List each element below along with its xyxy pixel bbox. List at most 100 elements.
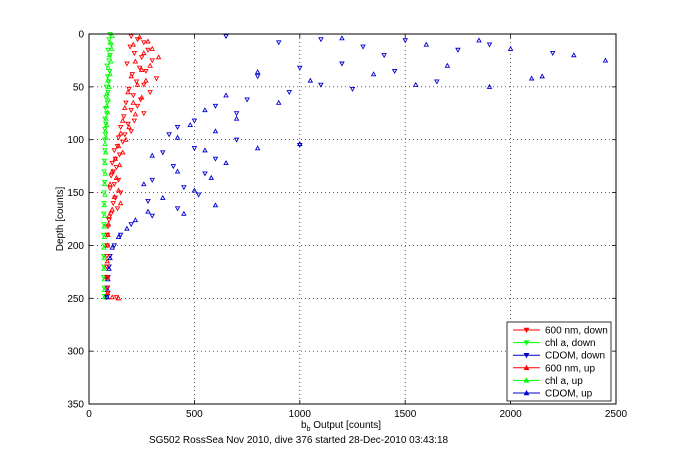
data-point — [539, 73, 545, 79]
data-point — [507, 45, 514, 51]
data-point — [109, 33, 115, 39]
data-point — [104, 74, 111, 80]
data-point — [181, 185, 187, 191]
data-point — [128, 222, 134, 228]
data-point — [174, 206, 181, 212]
data-point — [126, 124, 132, 130]
data-point — [115, 177, 122, 183]
data-point — [125, 89, 131, 95]
data-point — [134, 103, 141, 109]
data-point — [101, 212, 108, 218]
x-tick-label: 2500 — [605, 409, 628, 420]
chart-caption: SG502 RossSea Nov 2010, dive 376 started… — [149, 435, 449, 446]
data-point — [102, 116, 108, 122]
data-point — [339, 61, 345, 67]
data-point — [107, 255, 113, 261]
legend-marker — [523, 352, 530, 359]
data-point — [101, 265, 107, 271]
data-point — [117, 130, 124, 136]
data-point — [125, 121, 131, 127]
data-point — [111, 243, 118, 249]
data-point — [145, 47, 151, 53]
data-point — [130, 93, 137, 99]
data-point — [104, 290, 111, 296]
data-point — [123, 100, 129, 106]
data-point — [155, 54, 162, 60]
data-point — [339, 35, 345, 41]
y-tick-label: 50 — [73, 82, 85, 93]
legend-marker — [523, 389, 530, 396]
data-point — [191, 146, 198, 152]
data-point — [107, 53, 113, 59]
data-point — [105, 96, 112, 102]
data-point — [136, 65, 143, 71]
data-point — [117, 124, 124, 130]
data-point — [101, 179, 108, 185]
data-point — [138, 94, 145, 100]
data-point — [153, 76, 160, 82]
data-point — [119, 139, 126, 145]
legend-label: 600 nm, up — [545, 363, 595, 374]
data-point — [195, 192, 202, 198]
data-point — [116, 162, 123, 168]
data-point — [128, 34, 134, 40]
data-point — [124, 225, 130, 231]
data-point — [141, 82, 147, 88]
data-point — [106, 265, 112, 271]
data-point — [111, 193, 118, 199]
data-point — [107, 181, 113, 187]
data-point — [117, 200, 124, 206]
data-point — [233, 137, 240, 143]
data-point — [444, 62, 451, 68]
x-tick-label: 2000 — [499, 409, 522, 420]
data-point — [131, 118, 138, 124]
y-tick-label: 150 — [67, 188, 84, 199]
data-point — [104, 109, 111, 115]
y-tick-label: 100 — [67, 135, 84, 146]
series-down_cdom — [104, 34, 556, 301]
data-point — [103, 95, 109, 101]
data-point — [109, 206, 115, 212]
data-point — [107, 186, 113, 192]
data-point — [134, 81, 141, 87]
data-point — [108, 211, 114, 217]
data-point — [233, 115, 240, 121]
data-point — [113, 165, 120, 171]
data-point — [101, 264, 107, 270]
data-point — [122, 105, 128, 111]
data-point — [104, 285, 110, 291]
legend-marker — [523, 327, 530, 334]
y-tick-label: 350 — [67, 400, 84, 411]
data-point — [223, 34, 229, 40]
data-point — [117, 232, 124, 238]
legend-label: 600 nm, down — [545, 326, 608, 337]
data-point — [101, 202, 108, 208]
data-point — [349, 86, 356, 92]
data-point — [147, 62, 153, 68]
data-point — [133, 79, 140, 85]
data-point — [104, 90, 110, 96]
data-point — [434, 79, 440, 85]
data-point — [187, 121, 193, 127]
data-point — [119, 117, 126, 123]
data-point — [212, 202, 219, 208]
axis-ticks: 0 500 1000 1500 2000 2500 0 50 100 150 200 250 300 35… — [67, 30, 627, 421]
data-point — [254, 145, 261, 151]
data-point — [212, 128, 219, 134]
legend-box — [506, 321, 612, 402]
data-point — [297, 141, 303, 146]
legend-label: chl a, up — [545, 376, 583, 387]
data-point — [102, 170, 108, 176]
data-point — [132, 58, 139, 64]
data-point — [101, 255, 107, 261]
legend-label: CDOM, up — [545, 389, 593, 400]
data-point — [208, 174, 215, 180]
data-point — [402, 38, 408, 44]
data-point — [254, 74, 261, 80]
data-point — [116, 152, 123, 158]
data-point — [130, 41, 137, 47]
data-point — [486, 83, 493, 89]
data-point — [455, 47, 461, 53]
data-point — [571, 52, 577, 58]
